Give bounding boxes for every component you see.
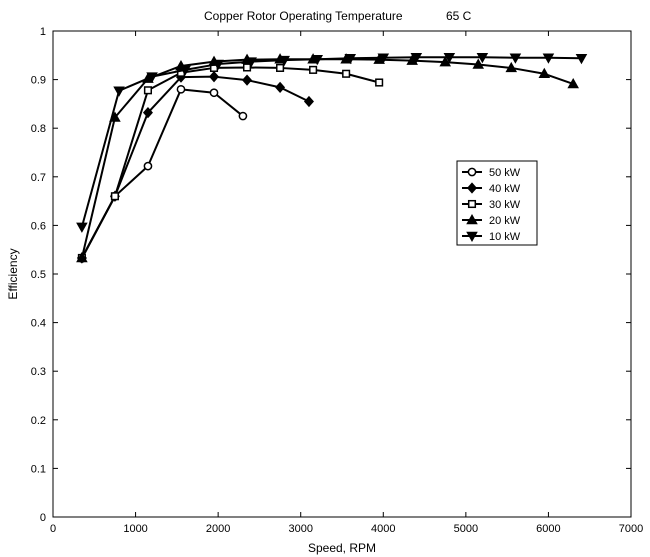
series-2 bbox=[76, 71, 314, 264]
square-marker bbox=[467, 199, 477, 209]
data-point bbox=[212, 59, 224, 71]
data-point bbox=[443, 52, 456, 64]
legend-label: 50 kW bbox=[489, 167, 521, 179]
x-tick-label: 2000 bbox=[206, 523, 230, 535]
legend-item: 10 kW bbox=[462, 231, 521, 243]
data-point bbox=[344, 53, 357, 65]
series-5 bbox=[76, 52, 588, 233]
data-point bbox=[142, 107, 153, 119]
plot-area-frame bbox=[52, 30, 632, 518]
y-axis-label: Efficiency bbox=[6, 248, 20, 299]
chart-title: Copper Rotor Operating Temperature bbox=[204, 9, 403, 23]
data-point bbox=[505, 61, 518, 73]
legend-item: 40 kW bbox=[462, 182, 521, 195]
series-line bbox=[81, 66, 380, 259]
triangle-down-marker bbox=[466, 231, 478, 243]
data-point bbox=[472, 58, 485, 69]
y-tick-label: 0.5 bbox=[31, 269, 46, 281]
data-point bbox=[311, 54, 324, 66]
legend-label: 40 kW bbox=[489, 183, 521, 195]
data-point bbox=[278, 55, 290, 67]
x-tick-label: 3000 bbox=[288, 523, 312, 535]
data-point bbox=[476, 52, 489, 64]
data-point bbox=[143, 161, 153, 171]
data-point bbox=[410, 52, 423, 64]
triangle-up-marker bbox=[466, 213, 478, 225]
data-point bbox=[377, 53, 390, 64]
data-point bbox=[538, 67, 551, 79]
series-line bbox=[81, 75, 310, 259]
data-point bbox=[242, 63, 252, 72]
x-tick-label: 7000 bbox=[619, 523, 643, 535]
x-tick-label: 5000 bbox=[454, 523, 478, 535]
y-tick-label: 0 bbox=[40, 512, 46, 524]
data-point bbox=[209, 88, 219, 98]
x-axis-label: Speed, RPM bbox=[308, 541, 376, 555]
data-point bbox=[76, 222, 88, 233]
legend-label: 20 kW bbox=[489, 215, 521, 227]
data-point bbox=[439, 56, 451, 67]
series-layer bbox=[76, 52, 588, 264]
y-tick-label: 0.3 bbox=[31, 366, 46, 378]
series-1 bbox=[77, 84, 248, 263]
data-point bbox=[245, 57, 257, 68]
data-point bbox=[567, 77, 579, 89]
series-3 bbox=[77, 63, 384, 263]
legend-item: 30 kW bbox=[462, 199, 521, 211]
data-point bbox=[209, 71, 220, 83]
data-point bbox=[406, 54, 418, 65]
x-tick-label: 0 bbox=[50, 523, 56, 535]
legend-label: 10 kW bbox=[489, 231, 521, 243]
diamond-marker bbox=[466, 182, 478, 194]
circle-marker bbox=[467, 167, 477, 177]
data-point bbox=[375, 78, 384, 87]
y-tick-label: 0.1 bbox=[31, 463, 46, 475]
data-point bbox=[146, 72, 158, 83]
y-tick-label: 0.6 bbox=[31, 220, 46, 232]
data-point bbox=[238, 111, 248, 121]
data-point bbox=[542, 53, 555, 64]
legend: 50 kW 40 kW 30 kW 20 kW 10 kW bbox=[456, 160, 538, 246]
data-point bbox=[509, 53, 522, 64]
data-point bbox=[176, 84, 186, 94]
y-tick-label: 0.9 bbox=[31, 75, 46, 87]
data-point bbox=[113, 86, 125, 97]
data-point bbox=[575, 53, 588, 65]
data-point bbox=[76, 251, 88, 263]
data-point bbox=[303, 95, 314, 108]
series-line bbox=[81, 88, 244, 259]
y-tick-label: 1 bbox=[40, 26, 46, 38]
axis-ticks: 0 1000 2000 3000 4000 5000 6000 7000 0 0.1 0.2 0.3 0… bbox=[31, 26, 644, 535]
x-tick-label: 1000 bbox=[123, 523, 147, 535]
chart-title-temperature: 65 C bbox=[446, 9, 472, 23]
y-tick-label: 0.2 bbox=[31, 415, 46, 427]
x-tick-label: 4000 bbox=[371, 523, 395, 535]
data-point bbox=[242, 74, 253, 86]
y-tick-label: 0.4 bbox=[31, 318, 46, 330]
y-tick-label: 0.8 bbox=[31, 123, 46, 135]
x-tick-label: 6000 bbox=[536, 523, 560, 535]
data-point bbox=[143, 86, 153, 95]
data-point bbox=[110, 192, 119, 201]
data-point bbox=[275, 81, 286, 94]
y-tick-label: 0.7 bbox=[31, 172, 46, 184]
series-line bbox=[80, 56, 582, 228]
legend-item: 20 kW bbox=[462, 213, 521, 227]
data-point bbox=[276, 63, 285, 72]
legend-item: 50 kW bbox=[462, 167, 521, 179]
data-point bbox=[342, 69, 351, 78]
data-point bbox=[179, 65, 191, 76]
legend-label: 30 kW bbox=[489, 199, 521, 211]
data-point bbox=[309, 65, 318, 74]
